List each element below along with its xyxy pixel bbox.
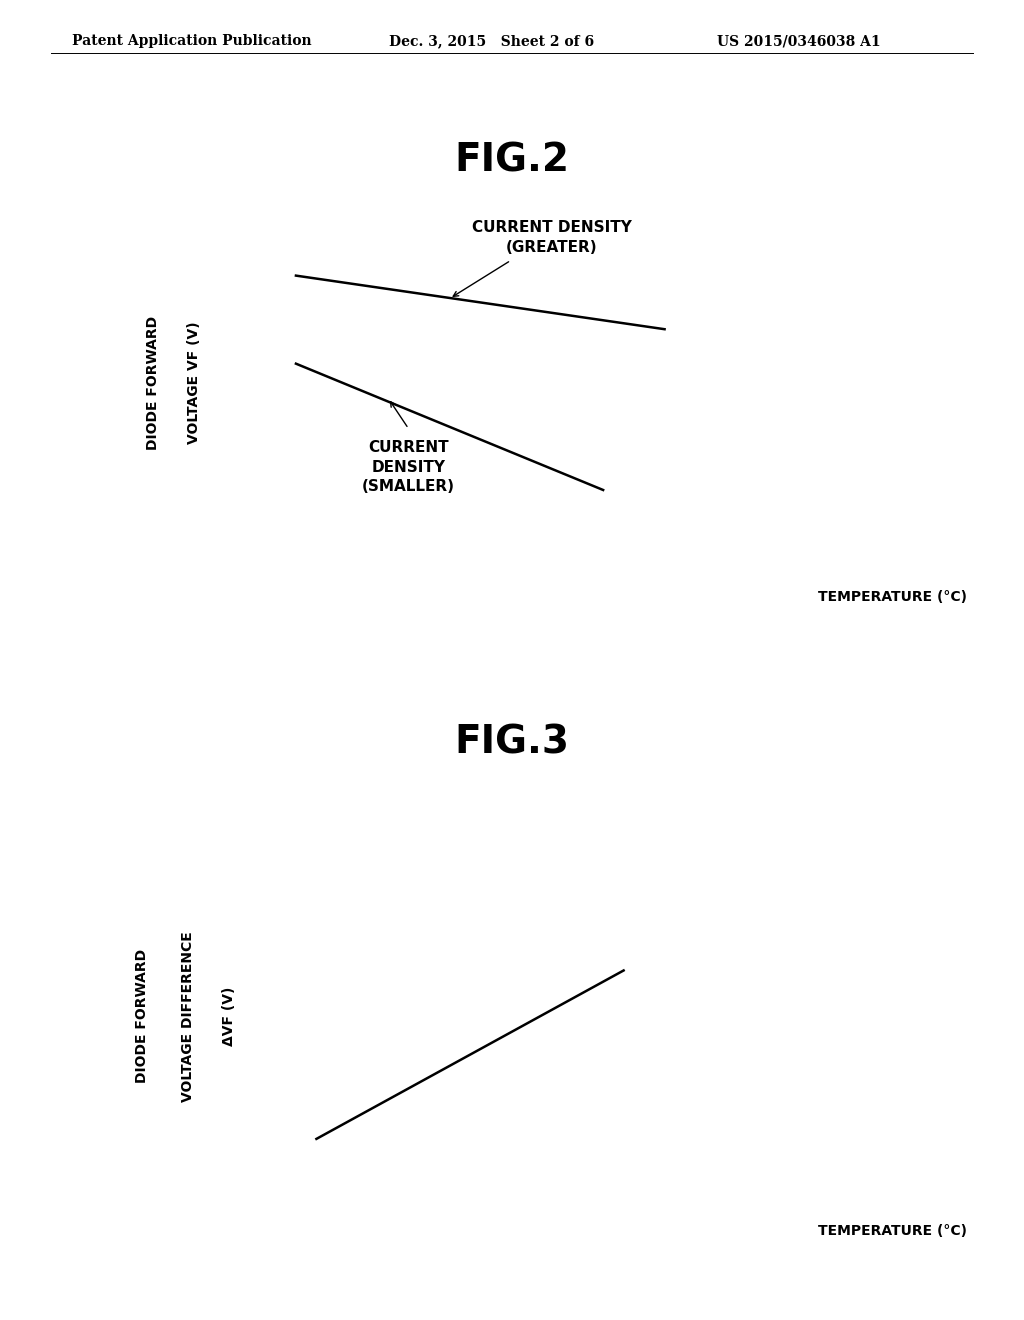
Text: FIG.2: FIG.2 [455, 141, 569, 180]
Text: TEMPERATURE (°C): TEMPERATURE (°C) [818, 590, 968, 605]
Text: FIG.3: FIG.3 [455, 723, 569, 762]
Text: DIODE FORWARD: DIODE FORWARD [135, 949, 150, 1084]
Text: VOLTAGE VF (V): VOLTAGE VF (V) [186, 322, 201, 444]
Text: CURRENT
DENSITY
(SMALLER): CURRENT DENSITY (SMALLER) [362, 440, 455, 494]
Text: ΔVF (V): ΔVF (V) [222, 987, 237, 1045]
Text: VOLTAGE DIFFERENCE: VOLTAGE DIFFERENCE [181, 931, 196, 1102]
Text: US 2015/0346038 A1: US 2015/0346038 A1 [717, 34, 881, 49]
Text: TEMPERATURE (°C): TEMPERATURE (°C) [818, 1224, 968, 1238]
Text: DIODE FORWARD: DIODE FORWARD [145, 315, 160, 450]
Text: CURRENT DENSITY
(GREATER): CURRENT DENSITY (GREATER) [472, 220, 632, 255]
Text: Patent Application Publication: Patent Application Publication [72, 34, 311, 49]
Text: Dec. 3, 2015   Sheet 2 of 6: Dec. 3, 2015 Sheet 2 of 6 [389, 34, 594, 49]
